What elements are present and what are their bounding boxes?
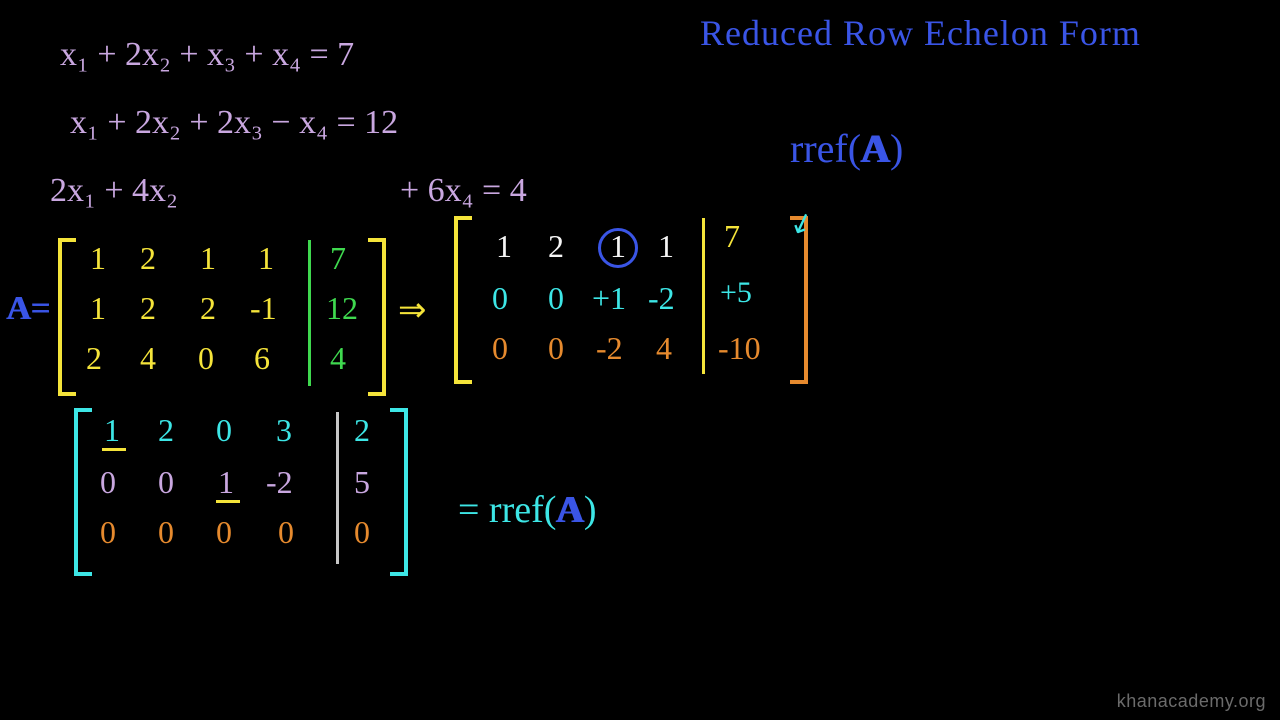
matA-r1c2: 2 bbox=[140, 240, 156, 277]
matA-r3c1: 2 bbox=[86, 340, 102, 377]
matC-r3c2: 0 bbox=[158, 514, 174, 551]
matA-r1c4: 1 bbox=[258, 240, 274, 277]
rref-eq-A: A bbox=[556, 489, 583, 531]
rref-eq-post: ) bbox=[584, 489, 597, 531]
matC-r2c2: 0 bbox=[158, 464, 174, 501]
implies-arrow: ⇒ bbox=[398, 290, 427, 330]
rref-equals: = rref(A) bbox=[420, 444, 597, 576]
matC-r3c3: 0 bbox=[216, 514, 232, 551]
matA-aug1: 7 bbox=[330, 240, 346, 277]
matC-r1c1: 1 bbox=[104, 412, 120, 449]
matB-r2c1: 0 bbox=[492, 280, 508, 317]
matC-r2c4: -2 bbox=[266, 464, 293, 501]
matA-divider bbox=[308, 240, 311, 386]
matB-r1c4: 1 bbox=[658, 228, 674, 265]
matA-r2c1: 1 bbox=[90, 290, 106, 327]
matA-right-bracket bbox=[368, 238, 386, 396]
matC-r1c2: 2 bbox=[158, 412, 174, 449]
matB-pivot-circle bbox=[598, 228, 638, 268]
matC-divider bbox=[336, 412, 339, 564]
matC-r3c4: 0 bbox=[278, 514, 294, 551]
matB-aug2: +5 bbox=[720, 276, 752, 310]
matC-r2c3: 1 bbox=[218, 464, 234, 501]
matB-r3c1: 0 bbox=[492, 330, 508, 367]
matrix-A-label: A= bbox=[6, 290, 50, 328]
matB-aug3: -10 bbox=[718, 330, 761, 367]
matC-aug2: 5 bbox=[354, 464, 370, 501]
matC-r2c1: 0 bbox=[100, 464, 116, 501]
equation-3-right: + 6x₄ = 4 bbox=[400, 172, 527, 210]
title-line1: Reduced Row Echelon Form bbox=[700, 12, 1141, 54]
rref-A: A bbox=[861, 126, 890, 171]
matB-r1c2: 2 bbox=[548, 228, 564, 265]
matC-pivot1-underline bbox=[102, 448, 126, 451]
matC-r1c3: 0 bbox=[216, 412, 232, 449]
matA-left-bracket bbox=[58, 238, 76, 396]
matB-r3c3: -2 bbox=[596, 330, 623, 367]
matC-aug1: 2 bbox=[354, 412, 370, 449]
matA-aug3: 4 bbox=[330, 340, 346, 377]
matA-r2c3: 2 bbox=[200, 290, 216, 327]
matB-r3c2: 0 bbox=[548, 330, 564, 367]
matC-aug3: 0 bbox=[354, 514, 370, 551]
matA-r3c2: 4 bbox=[140, 340, 156, 377]
matA-r3c3: 0 bbox=[198, 340, 214, 377]
matC-right-bracket bbox=[390, 408, 408, 576]
matB-r2c3: +1 bbox=[592, 280, 626, 317]
matB-divider bbox=[702, 218, 705, 374]
matA-r2c2: 2 bbox=[140, 290, 156, 327]
matA-r3c4: 6 bbox=[254, 340, 270, 377]
matA-r2c4: -1 bbox=[250, 290, 277, 327]
equation-1: x₁ + 2x₂ + x₃ + x₄ = 7 bbox=[60, 36, 354, 74]
watermark-text: khanacademy.org bbox=[1117, 691, 1266, 712]
rref-pre: rref( bbox=[790, 126, 861, 171]
rref-eq-pre: = rref( bbox=[458, 489, 556, 531]
matA-aug2: 12 bbox=[326, 290, 358, 327]
rref-post: ) bbox=[890, 126, 903, 171]
equation-3-left: 2x₁ + 4x₂ bbox=[50, 172, 178, 210]
blackboard-canvas: Reduced Row Echelon Form rref(A) x₁ + 2x… bbox=[0, 0, 1280, 720]
matB-r2c2: 0 bbox=[548, 280, 564, 317]
matC-pivot2-underline bbox=[216, 500, 240, 503]
matC-r1c4: 3 bbox=[276, 412, 292, 449]
matB-r2c4: -2 bbox=[648, 280, 675, 317]
matC-r3c1: 0 bbox=[100, 514, 116, 551]
title-rref: rref(A) bbox=[750, 78, 903, 219]
equation-2: x₁ + 2x₂ + 2x₃ − x₄ = 12 bbox=[70, 104, 398, 142]
matA-r1c1: 1 bbox=[90, 240, 106, 277]
matC-left-bracket bbox=[74, 408, 92, 576]
matB-r1c1: 1 bbox=[496, 228, 512, 265]
matB-aug1: 7 bbox=[724, 218, 740, 255]
matB-left-bracket bbox=[454, 216, 472, 384]
matA-r1c3: 1 bbox=[200, 240, 216, 277]
matB-r3c4: 4 bbox=[656, 330, 672, 367]
